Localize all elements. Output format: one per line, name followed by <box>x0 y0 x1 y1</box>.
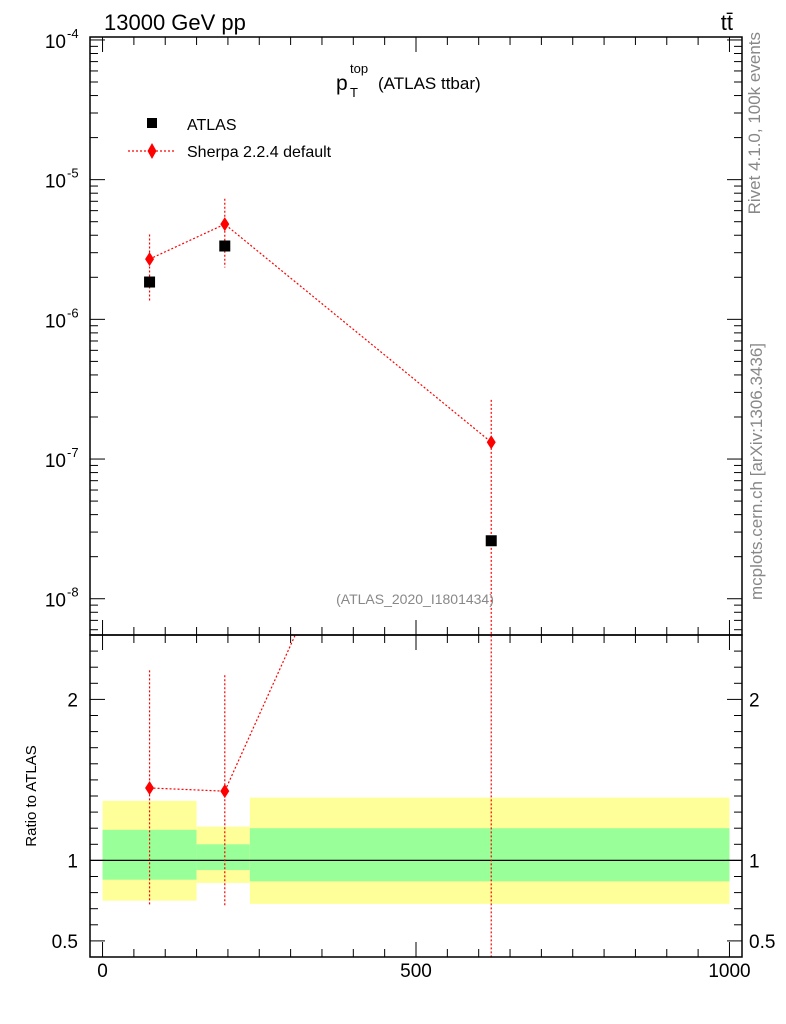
ratio-y-tick-label: 1 <box>67 851 78 872</box>
sherpa-ratio-point <box>220 784 230 799</box>
sherpa-point <box>486 435 496 450</box>
top-y-tick-label: 10 <box>45 311 66 332</box>
sherpa-point <box>220 217 230 232</box>
atlas-point <box>144 276 156 288</box>
top-y-tick-label: 10 <box>45 172 66 193</box>
ratio-panel: 2 2 1 1 0.5 0.5 Ratio to ATLAS <box>23 193 775 958</box>
top-y-tick-exponent: -8 <box>67 585 79 600</box>
ratio-ylabel: Ratio to ATLAS <box>23 745 40 846</box>
top-y-tick-exponent: -5 <box>67 166 79 181</box>
ratio-inner-band <box>249 828 730 882</box>
sherpa-ratio-line <box>149 635 296 792</box>
ratio-y-tick-label-right: 0.5 <box>749 932 775 953</box>
legend: ATLAS Sherpa 2.2.4 default <box>128 117 332 161</box>
legend-sherpa-label: Sherpa 2.2.4 default <box>187 144 332 161</box>
legend-sherpa-marker <box>147 143 157 159</box>
top-y-tick-exponent: -6 <box>67 305 79 320</box>
x-tick-label: 0 <box>97 961 108 982</box>
atlas-point <box>485 535 497 547</box>
legend-atlas-label: ATLAS <box>187 117 237 134</box>
chart-title-sub: T <box>350 85 358 100</box>
top-y-tick-exponent: -7 <box>67 445 79 460</box>
sherpa-line <box>149 223 492 443</box>
ratio-inner-band <box>196 844 250 871</box>
chart-title-main: p <box>336 72 348 95</box>
top-panel: 10-410-510-610-710-8 p top T (ATLAS ttba… <box>45 26 743 636</box>
process-label: 13000 GeV pp <box>104 10 246 35</box>
ratio-y-tick-label-right: 1 <box>749 851 760 872</box>
ratio-y-tick-label-right: 2 <box>749 690 760 711</box>
top-y-tick-exponent: -4 <box>67 26 79 41</box>
chart-title-suffix: (ATLAS ttbar) <box>378 74 481 93</box>
sherpa-ratio-point <box>145 780 155 795</box>
legend-atlas-marker <box>147 118 157 128</box>
ratio-y-tick-label: 0.5 <box>52 932 78 953</box>
analysis-watermark: (ATLAS_2020_I1801434) <box>336 591 494 607</box>
top-y-tick-label: 10 <box>45 591 66 612</box>
top-y-tick-label: 10 <box>45 32 66 53</box>
x-tick-label: 500 <box>400 961 432 982</box>
x-tick-label: 1000 <box>708 961 750 982</box>
chart-title-sup: top <box>350 61 368 76</box>
final-state-label: tt̄ <box>721 10 733 35</box>
atlas-point <box>219 240 231 252</box>
rivet-version-label: Rivet 4.1.0, 100k events <box>745 32 764 214</box>
top-y-tick-label: 10 <box>45 451 66 472</box>
ratio-y-tick-label: 2 <box>67 690 78 711</box>
sherpa-ratio-point <box>487 193 496 207</box>
sherpa-point <box>145 252 155 267</box>
source-label: mcplots.cern.ch [arXiv:1306.3436] <box>747 343 766 600</box>
ratio-panel-frame <box>89 634 743 958</box>
